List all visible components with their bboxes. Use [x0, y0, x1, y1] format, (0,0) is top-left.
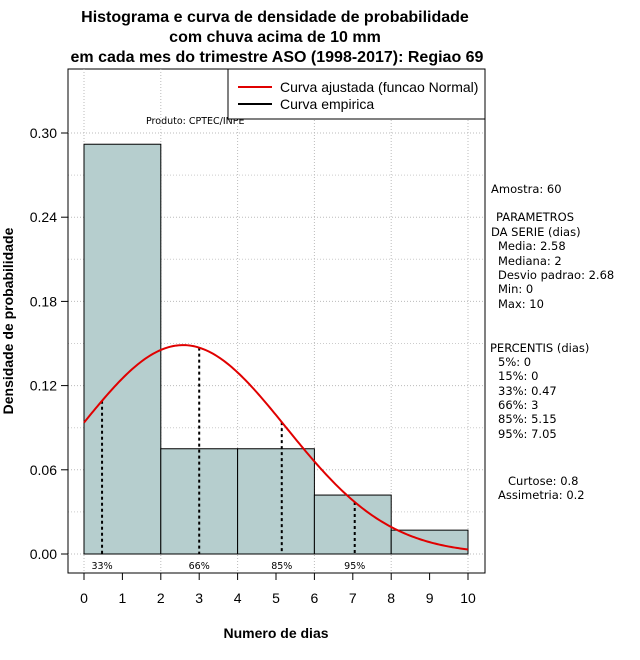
percentis-title: PERCENTIS (dias) [490, 341, 589, 355]
x-axis: 0 1 2 3 4 5 6 7 8 9 10 [80, 572, 476, 606]
percentile-lines [101, 347, 356, 554]
legend-normal-label: Curva ajustada (funcao Normal) [280, 79, 478, 95]
params-title-1: PARAMETROS [496, 210, 574, 224]
x-axis-label: Numero de dias [223, 625, 328, 641]
percentil-15: 15%: 0 [498, 369, 538, 383]
chart-title-line-2: com chuva acima de 10 mm [169, 29, 381, 46]
histogram-bar [237, 448, 315, 555]
stat-max: Max: 10 [498, 297, 544, 311]
legend-box [227, 68, 486, 120]
histogram-bar [313, 494, 392, 555]
percentil-95: 95%: 7.05 [498, 427, 557, 441]
chart-title-line-1: Histograma e curva de densidade de proba… [81, 9, 469, 26]
x-tick-label: 9 [426, 590, 434, 606]
stat-min: Min: 0 [498, 282, 533, 296]
percentile-label: 33% [91, 561, 112, 572]
stat-curtose: Curtose: 0.8 [508, 474, 578, 488]
x-tick-label: 1 [119, 590, 127, 606]
sample-size: Amostra: 60 [491, 182, 562, 196]
percentile-labels: 33% 66% 85% 95% [91, 561, 365, 572]
x-tick-label: 3 [195, 590, 203, 606]
product-label: Produto: CPTEC/INPE [146, 116, 245, 127]
stat-media: Media: 2.58 [498, 239, 566, 253]
x-tick-label: 4 [234, 590, 242, 606]
normal-curve [83, 344, 469, 551]
percentile-label: 85% [271, 561, 292, 572]
y-tick-label: 0.18 [30, 293, 57, 309]
y-axis: 0.00 0.06 0.12 0.18 0.24 0.30 [30, 125, 69, 562]
stat-desvio: Desvio padrao: 2.68 [498, 268, 614, 282]
x-tick-label: 0 [80, 590, 88, 606]
params-title-2: DA SERIE (dias) [491, 225, 581, 239]
y-tick-label: 0.00 [30, 546, 57, 562]
stats-panel: Amostra: 60 PARAMETROS DA SERIE (dias) M… [490, 182, 614, 502]
y-tick-label: 0.30 [30, 125, 57, 141]
percentil-33: 33%: 0.47 [498, 384, 557, 398]
histogram-bars [83, 143, 469, 555]
percentil-66: 66%: 3 [498, 398, 538, 412]
stat-mediana: Mediana: 2 [498, 254, 562, 268]
histogram-bar [83, 143, 162, 555]
x-tick-label: 2 [157, 590, 165, 606]
chart-title-line-3: em cada mes do trimestre ASO (1998-2017)… [71, 49, 484, 66]
percentil-85: 85%: 5.15 [498, 412, 557, 426]
x-tick-label: 5 [272, 590, 280, 606]
y-axis-label: Densidade de probabilidade [0, 227, 16, 414]
x-tick-label: 8 [387, 590, 395, 606]
y-tick-label: 0.06 [30, 462, 57, 478]
y-tick-label: 0.12 [30, 378, 57, 394]
legend-empirical-label: Curva empirica [280, 96, 374, 112]
percentil-5: 5%: 0 [498, 355, 531, 369]
stat-assimetria: Assimetria: 0.2 [498, 488, 585, 502]
legend: Curva ajustada (funcao Normal) Curva emp… [227, 68, 486, 120]
x-tick-label: 7 [349, 590, 357, 606]
percentile-label: 95% [344, 561, 365, 572]
percentile-label: 66% [189, 561, 210, 572]
y-tick-label: 0.24 [30, 209, 57, 225]
x-tick-label: 10 [460, 590, 476, 606]
x-tick-label: 6 [311, 590, 319, 606]
